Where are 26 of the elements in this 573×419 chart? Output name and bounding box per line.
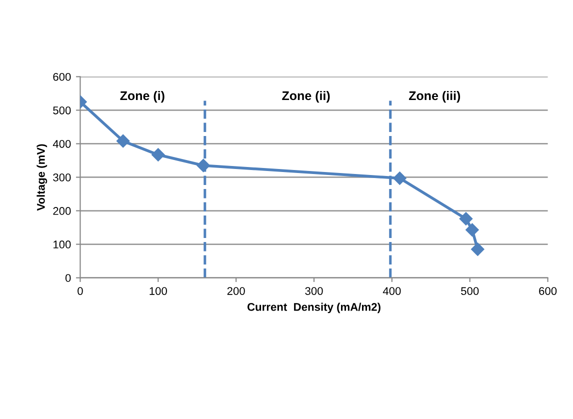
- point: [471, 242, 484, 256]
- y-tick-label: 400: [52, 140, 71, 148]
- point: [196, 158, 210, 172]
- y-tick-label: 500: [53, 106, 71, 114]
- x-tick-label: 600: [539, 287, 557, 295]
- y-tick-label: 100: [54, 240, 71, 248]
- y-axis-title: Voltage (mV): [36, 144, 48, 211]
- x-tick-label: 0: [78, 287, 83, 295]
- y-tick-label: 200: [53, 207, 71, 215]
- point: [459, 212, 473, 226]
- x-tick-label: 300: [305, 287, 323, 295]
- point: [116, 134, 130, 148]
- y-tick-label: 600: [53, 72, 71, 81]
- annotation: Zone (ii): [282, 90, 330, 103]
- x-tick-label: 200: [227, 287, 245, 295]
- x-tick-label: 400: [382, 287, 401, 295]
- point: [393, 172, 406, 185]
- x-tick-label: 500: [461, 287, 479, 295]
- y-tick-label: 0: [65, 274, 71, 282]
- x-tick-label: 100: [150, 287, 167, 295]
- point: [152, 148, 165, 162]
- annotation: Zone (i): [120, 90, 164, 103]
- x-axis-title: Current Density (mA/m2): [247, 302, 380, 314]
- point: [466, 223, 479, 236]
- y-tick-label: 300: [53, 174, 71, 182]
- annotation: Zone (iii): [408, 90, 460, 103]
